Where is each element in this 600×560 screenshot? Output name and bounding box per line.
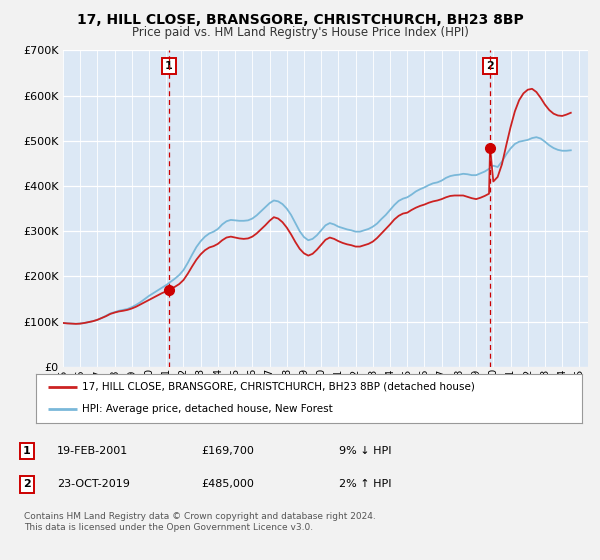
Text: 2: 2 xyxy=(23,479,31,489)
Text: 17, HILL CLOSE, BRANSGORE, CHRISTCHURCH, BH23 8BP: 17, HILL CLOSE, BRANSGORE, CHRISTCHURCH,… xyxy=(77,13,523,27)
Text: 1: 1 xyxy=(164,61,172,71)
Text: 1: 1 xyxy=(23,446,31,456)
Text: 2% ↑ HPI: 2% ↑ HPI xyxy=(339,479,391,489)
Text: 9% ↓ HPI: 9% ↓ HPI xyxy=(339,446,391,456)
Text: £485,000: £485,000 xyxy=(201,479,254,489)
Text: 19-FEB-2001: 19-FEB-2001 xyxy=(57,446,128,456)
Text: 23-OCT-2019: 23-OCT-2019 xyxy=(57,479,130,489)
Text: 2: 2 xyxy=(486,61,494,71)
Text: Contains HM Land Registry data © Crown copyright and database right 2024.
This d: Contains HM Land Registry data © Crown c… xyxy=(24,512,376,532)
Text: Price paid vs. HM Land Registry's House Price Index (HPI): Price paid vs. HM Land Registry's House … xyxy=(131,26,469,39)
Text: HPI: Average price, detached house, New Forest: HPI: Average price, detached house, New … xyxy=(82,404,333,414)
Text: £169,700: £169,700 xyxy=(201,446,254,456)
Text: 17, HILL CLOSE, BRANSGORE, CHRISTCHURCH, BH23 8BP (detached house): 17, HILL CLOSE, BRANSGORE, CHRISTCHURCH,… xyxy=(82,382,475,392)
